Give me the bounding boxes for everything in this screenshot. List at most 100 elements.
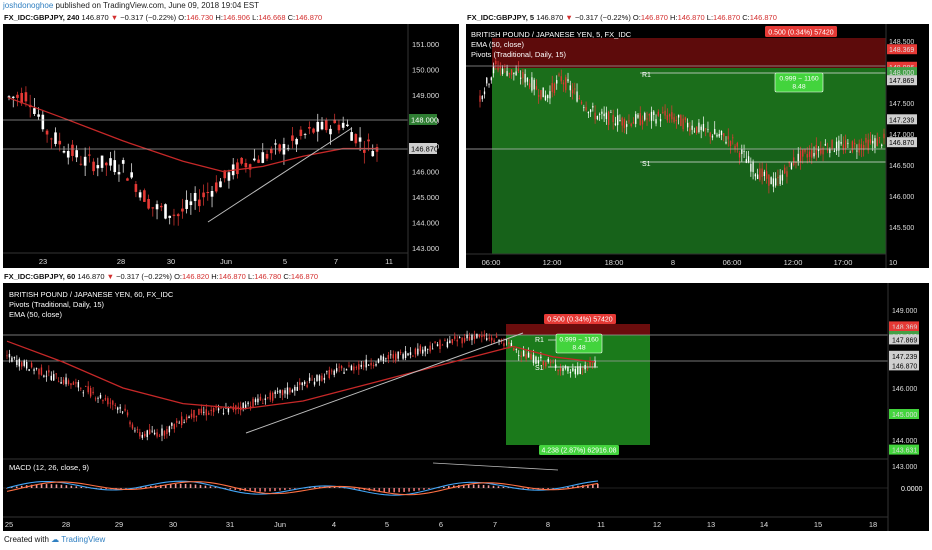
author-link[interactable]: joshdonoghoe: [3, 1, 54, 10]
macd-histogram-bar: [20, 485, 23, 488]
bottom-chart-svg[interactable]: R1 S1 0.500 (0.34%) 57420 0.999 − 1160 8…: [3, 283, 929, 531]
bottom-candle: [28, 369, 30, 371]
tl-trendline[interactable]: [207, 127, 353, 223]
tr-candle: [513, 72, 515, 75]
bottom-candle: [345, 369, 348, 371]
macd-histogram-bar: [418, 488, 420, 491]
tr-candle: [838, 140, 840, 151]
bottom-candle: [387, 355, 390, 359]
bottom-y-price-box: [889, 360, 919, 371]
macd-histogram-bar: [318, 486, 321, 488]
tl-candle: [341, 122, 345, 128]
tl-close: 146.870: [295, 13, 323, 22]
tr-candle: [596, 116, 599, 120]
tr-candle: [860, 144, 863, 150]
tr-candle: [592, 105, 594, 108]
bottom-candle: [148, 429, 151, 435]
bottom-chart-panel[interactable]: R1 S1 0.500 (0.34%) 57420 0.999 − 1160 8…: [3, 283, 929, 531]
macd-histogram-bar: [383, 488, 386, 493]
macd-histogram-bar: [249, 488, 251, 492]
tr-candle: [876, 138, 878, 147]
tr-candle: [741, 149, 743, 155]
tl-candle: [151, 207, 155, 209]
tl-candle: [121, 160, 125, 164]
macd-divergence-line[interactable]: [432, 462, 559, 471]
bottom-stop-text: 0.500 (0.34%) 57420: [547, 317, 612, 324]
tr-candle: [729, 141, 732, 147]
tr-candle: [668, 114, 671, 117]
tr-candle: [488, 84, 490, 86]
macd-histogram-bar: [269, 488, 271, 492]
bottom-candle: [183, 422, 185, 423]
bottom-target-text-2: 8.48: [572, 345, 585, 352]
bottom-trendline[interactable]: [245, 332, 524, 434]
tr-y-tick-label: 147.500: [889, 101, 914, 108]
bottom-candle: [126, 412, 129, 416]
tr-y-price-box: [887, 75, 917, 86]
tl-y-tick-label: 151.000: [412, 40, 439, 49]
tr-chart-panel[interactable]: R1 S1 0.500 (0.34%) 57420 0.999 − 1160 8…: [466, 24, 929, 268]
tr-y-tick-label: 146.500: [889, 163, 914, 170]
tr-candle: [872, 140, 874, 144]
tr-candle: [490, 77, 492, 81]
bottom-candle: [527, 352, 530, 358]
bottom-x-tick-label: 15: [814, 520, 822, 529]
bottom-candle: [161, 428, 163, 436]
tr-chart-svg[interactable]: R1 S1 0.500 (0.34%) 57420 0.999 − 1160 8…: [466, 24, 929, 268]
macd-histogram-bar: [398, 488, 400, 493]
macd-histogram-bar: [224, 488, 227, 489]
tl-chart-panel[interactable]: 151.000150.000149.000148.000147.000146.0…: [3, 24, 459, 268]
macd-histogram-bar: [308, 487, 311, 488]
bottom-candle: [436, 344, 439, 347]
tr-candle: [799, 150, 802, 163]
tr-y-tick-label: 148.369: [889, 47, 914, 54]
tl-y-tick-label: 149.000: [412, 91, 439, 100]
tr-candle: [858, 143, 860, 153]
bottom-candle: [574, 368, 577, 375]
bottom-candle: [569, 371, 572, 374]
macd-histogram-bar: [100, 488, 102, 489]
bottom-high: 146.870: [218, 272, 246, 281]
bottom-candle: [567, 366, 569, 372]
bottom-candle: [404, 351, 407, 359]
macd-histogram-bar: [443, 486, 445, 488]
tr-s1-label: S1: [642, 161, 651, 168]
bottom-x-tick-label: 13: [707, 520, 715, 529]
bottom-candle: [508, 342, 510, 345]
bottom-x-tick-label: Jun: [274, 520, 286, 529]
bottom-candle: [326, 371, 328, 373]
bottom-candle: [412, 355, 414, 357]
tl-y-tick-label: 144.000: [412, 219, 439, 228]
tr-candle: [495, 60, 497, 64]
bottom-r1-label: R1: [535, 337, 544, 344]
tl-y-tick-label: 146.000: [412, 168, 439, 177]
tr-candle: [580, 102, 583, 104]
bottom-candle: [434, 341, 436, 343]
bottom-candle: [188, 416, 190, 419]
tr-candle: [628, 120, 630, 122]
bottom-candle: [168, 426, 171, 433]
tr-candle: [844, 140, 847, 149]
tr-x-tick-label: 18:00: [605, 258, 624, 267]
macd-histogram-bar: [274, 488, 276, 491]
tr-candle: [883, 133, 885, 139]
created-with-label: Created with: [4, 535, 49, 544]
tr-candle: [655, 119, 657, 124]
bottom-candle: [185, 416, 188, 420]
bottom-candle: [257, 398, 259, 403]
tr-candle: [696, 126, 698, 134]
bottom-candle: [422, 349, 424, 354]
tl-candle: [159, 205, 163, 208]
bottom-candle: [419, 345, 422, 352]
tl-candle: [176, 214, 180, 217]
bottom-candle: [242, 402, 244, 409]
bottom-candle: [481, 335, 483, 338]
tradingview-brand[interactable]: TradingView: [61, 535, 106, 544]
bottom-target-box: [555, 333, 603, 354]
bottom-candle: [264, 398, 267, 400]
bottom-candle: [102, 399, 104, 402]
tl-candle: [223, 170, 227, 179]
tl-chart-svg[interactable]: 151.000150.000149.000148.000147.000146.0…: [3, 24, 459, 268]
tl-candle: [126, 178, 129, 181]
bottom-candle: [323, 377, 326, 380]
